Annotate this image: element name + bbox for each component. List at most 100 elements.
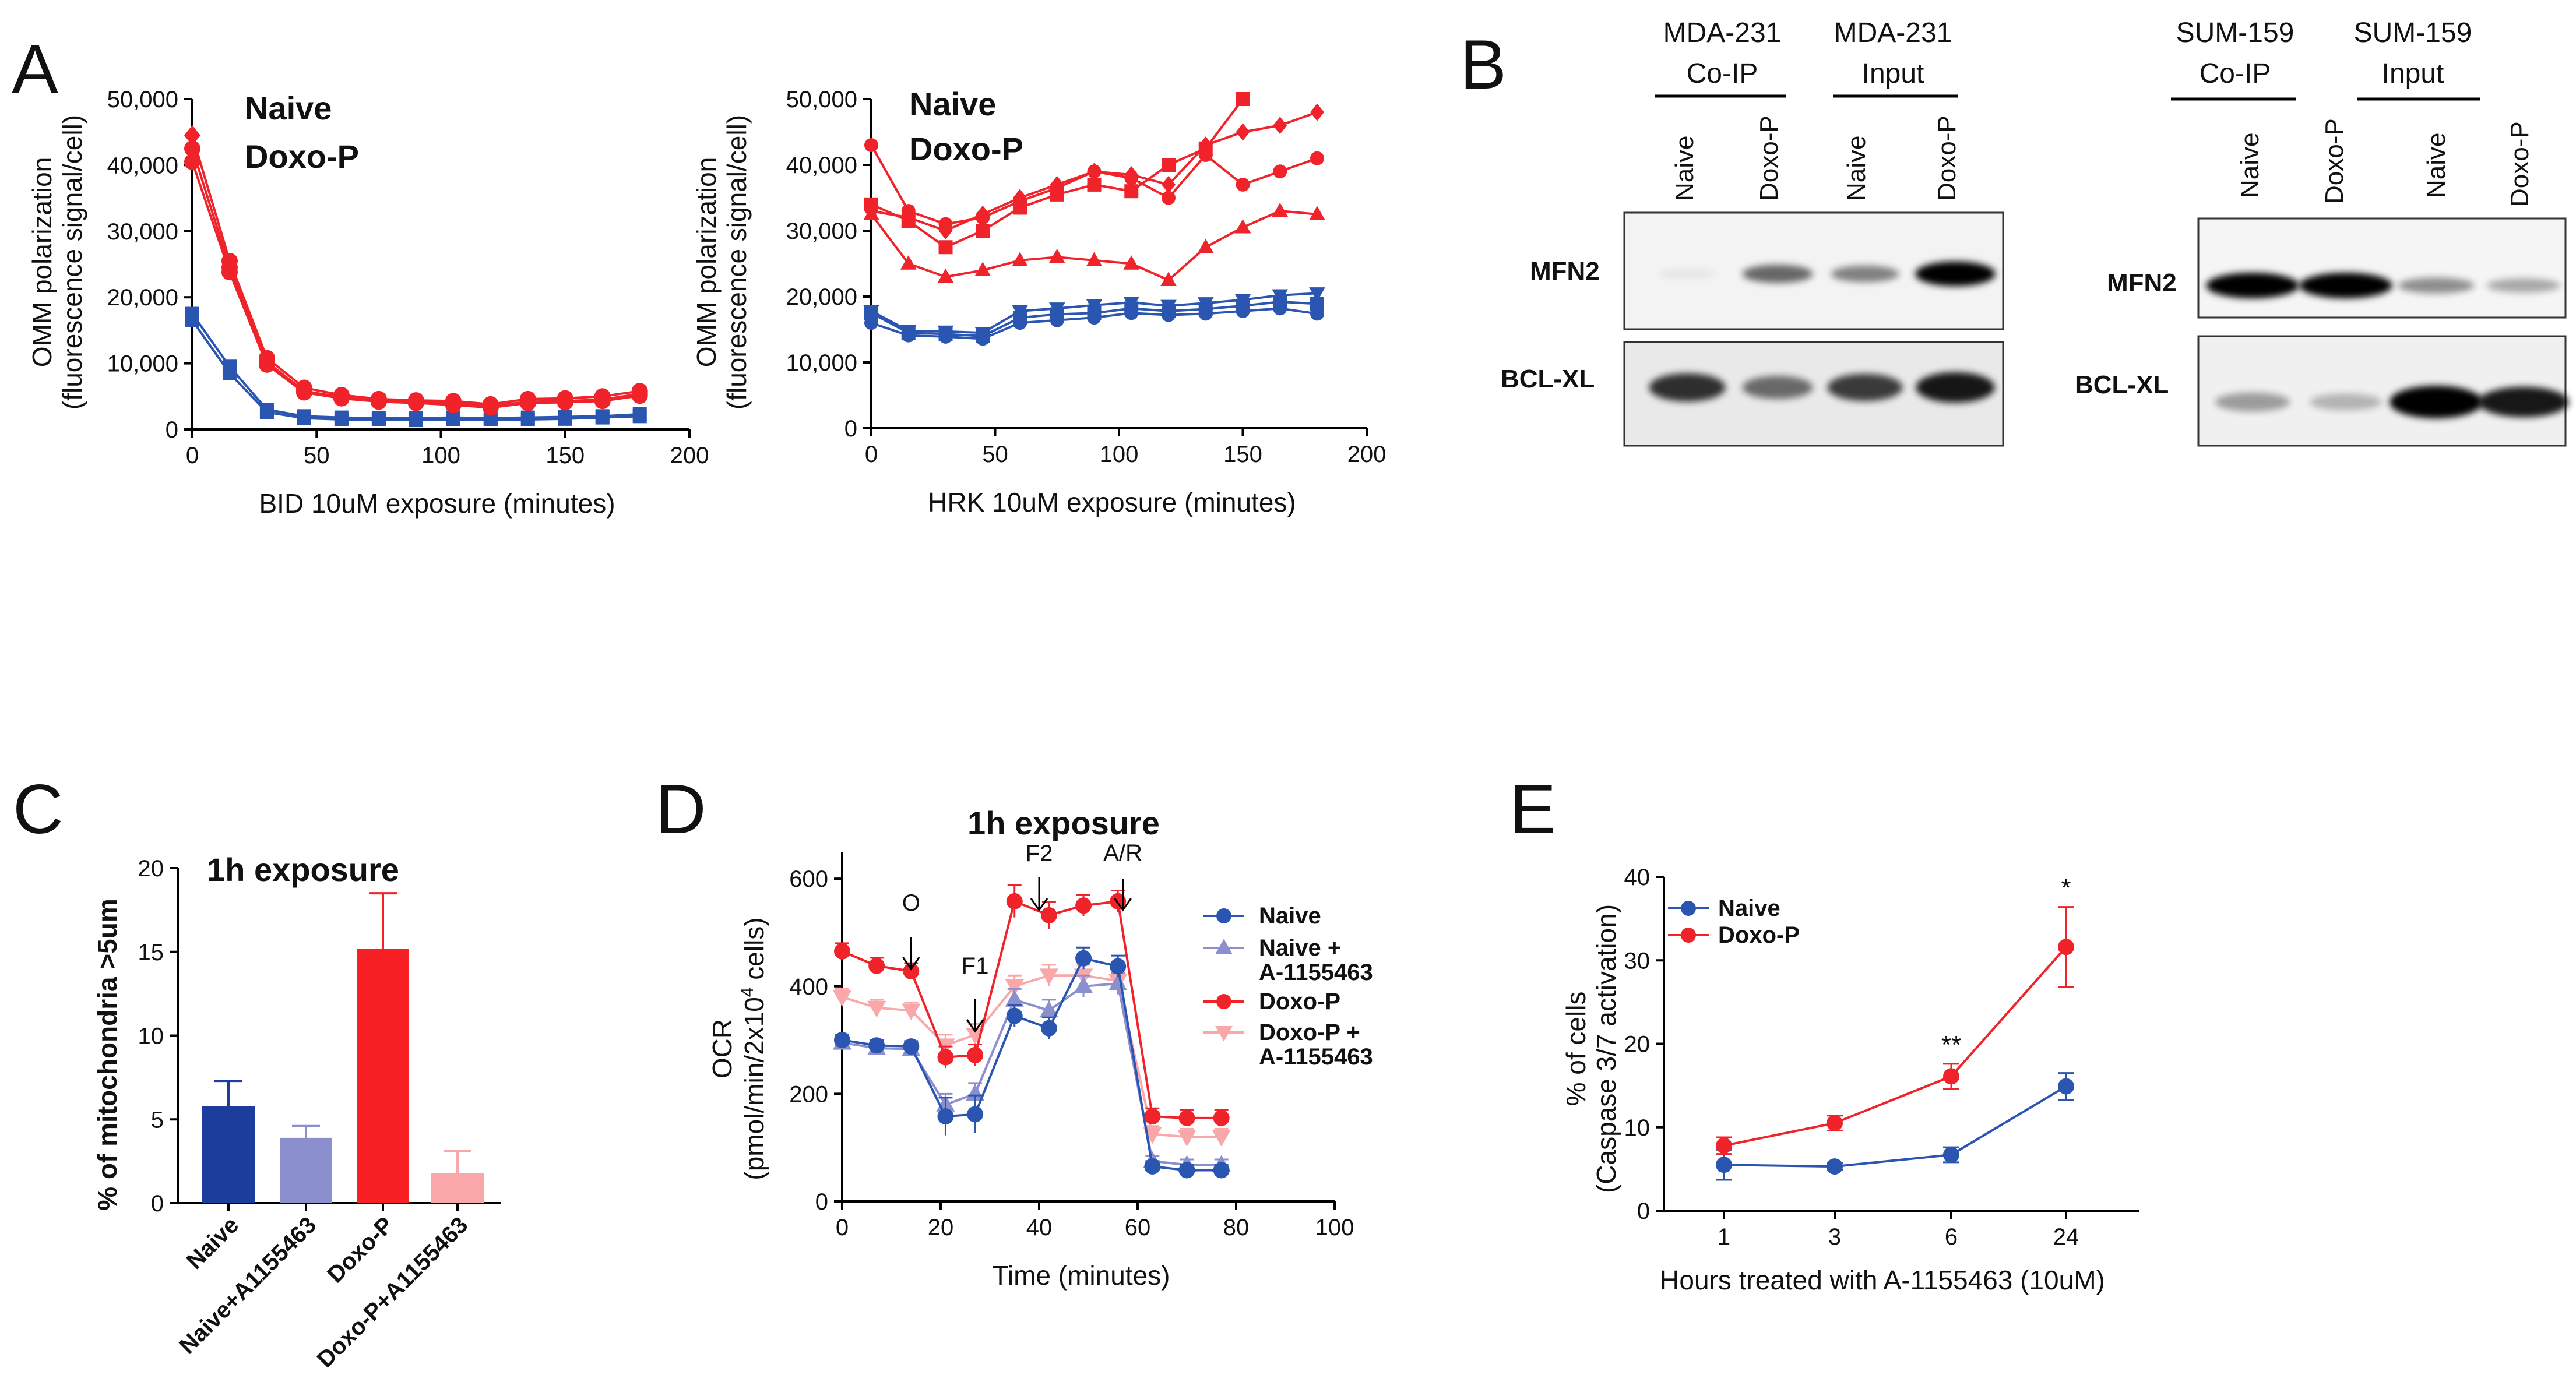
- a-bid-point: [333, 390, 350, 407]
- sum-mfn2-bands: [2206, 273, 2561, 298]
- d-annotation-label: F2: [1026, 841, 1053, 866]
- sum-mfn2-band: [2299, 273, 2392, 298]
- d-point: [1178, 1162, 1195, 1179]
- a-hrk-x-tick-label: 200: [1347, 442, 1386, 467]
- d-point: [1040, 907, 1057, 923]
- a-bid-point: [185, 313, 199, 327]
- d-annotation-arrowhead: [902, 957, 920, 971]
- a-bid-x-tick-label: 150: [546, 443, 585, 468]
- a-bid-point: [221, 264, 238, 281]
- a-hrk-point: [863, 206, 879, 220]
- d-point: [966, 1084, 985, 1101]
- chart-d-title: 1h exposure: [967, 805, 1160, 841]
- a-hrk-x-tick-label: 150: [1223, 442, 1262, 467]
- e-point: [1716, 1137, 1732, 1154]
- c-bar: [202, 1106, 255, 1203]
- a-bid-point: [258, 356, 275, 373]
- a-hrk-point: [1160, 272, 1177, 286]
- e-point: [1827, 1115, 1843, 1131]
- d-point: [1040, 1020, 1057, 1037]
- a-hrk-point: [1162, 308, 1176, 322]
- a-bid-point: [295, 384, 312, 401]
- a-bid-point: [520, 412, 535, 426]
- a-hrk-point: [1087, 311, 1102, 325]
- d-annotation-arrowhead: [1030, 898, 1048, 912]
- sum-mfn2-band: [2486, 278, 2561, 293]
- mda-mfn2-band: [1915, 261, 1996, 287]
- d-point: [1039, 1000, 1058, 1018]
- panel-letter-e: E: [1509, 770, 1556, 848]
- mda-lane-1: Naive: [1670, 136, 1699, 202]
- a-hrk-point: [900, 255, 917, 270]
- a-bid-point: [259, 405, 274, 419]
- y-axis-label-d: (pmol/min/2x104 cells): [738, 917, 769, 1180]
- a-hrk-point: [1013, 316, 1027, 330]
- mda-bclxl-band: [1649, 373, 1726, 402]
- a-hrk-point: [1198, 306, 1213, 321]
- mda-bclxl-label: BCL-XL: [1501, 365, 1595, 393]
- mda-lane-4: Doxo-P: [1933, 115, 1961, 201]
- a-hrk-point: [1124, 165, 1139, 184]
- mda-lane-3: Naive: [1842, 136, 1871, 202]
- chart-d-ocr: 0 20 40 60 80 100 0 200 400 600 O F1 F2 A/R Naive Nai…: [707, 805, 1373, 1291]
- a-hrk-point: [976, 332, 990, 346]
- c-category-label: Doxo-P: [322, 1212, 398, 1288]
- a-hrk-y-tick-label: 30,000: [786, 218, 857, 244]
- d-point: [1075, 950, 1092, 967]
- d-point: [1075, 897, 1092, 914]
- a-hrk-point: [1162, 191, 1176, 205]
- d-point: [1006, 893, 1023, 909]
- a-hrk-x-tick-label: 100: [1100, 442, 1139, 467]
- axes-a-bid: 0 50 100 150 200 0 10,000 20,000 30,000 40,000 50,…: [107, 87, 709, 468]
- a-hrk-y-tick-label: 20,000: [786, 284, 857, 310]
- d-legend-marker: [1215, 939, 1233, 955]
- e-x-tick-label: 24: [2053, 1224, 2079, 1250]
- annotations-d: O F1 F2 A/R: [902, 840, 1142, 1033]
- axes-a-hrk: 0 50 100 150 200 0 10,000 20,000 30,000 40,000 50,…: [786, 87, 1386, 467]
- a-hrk-point: [1124, 306, 1139, 320]
- a-hrk-point: [864, 316, 878, 330]
- d-legend-label: A-1155463: [1259, 960, 1373, 985]
- y-axis-label-d-top: OCR: [707, 1019, 737, 1078]
- a-hrk-y-tick-label: 10,000: [786, 350, 857, 376]
- d-point: [1213, 1162, 1230, 1179]
- axes-d: 0 20 40 60 80 100 0 200 400 600: [789, 852, 1354, 1240]
- d-legend-marker: [1216, 908, 1231, 923]
- a-hrk-point: [1273, 117, 1287, 135]
- a-bid-point: [184, 125, 200, 146]
- a-bid-point: [519, 394, 536, 411]
- mda-mfn2-label: MFN2: [1530, 257, 1600, 285]
- mda-input-line2: Input: [1862, 58, 1924, 89]
- mda-lane-2: Doxo-P: [1755, 115, 1783, 201]
- d-point: [903, 1038, 920, 1055]
- y-axis-label-e-2: (Caspase 3/7 activation): [1591, 904, 1621, 1193]
- d-point: [1144, 1108, 1161, 1125]
- panel-letter-a: A: [12, 30, 58, 108]
- a-bid-point: [631, 387, 648, 404]
- a-hrk-point: [1087, 177, 1102, 192]
- a-bid-y-tick-label: 30,000: [107, 219, 178, 245]
- c-bar: [431, 1173, 484, 1203]
- y-axis-label-a-hrk-1: OMM polarization: [691, 157, 722, 367]
- d-x-tick-label: 0: [836, 1215, 849, 1240]
- mda-bclxl-band: [1742, 376, 1813, 399]
- a-bid-point: [409, 413, 423, 428]
- c-category-label: Naive+A1155463: [174, 1212, 321, 1359]
- d-point: [1213, 1109, 1230, 1126]
- d-series-line: [842, 957, 1222, 1172]
- chart-c-title: 1h exposure: [207, 851, 399, 888]
- sum-bclxl-band: [2478, 386, 2569, 418]
- c-y-tick-label: 20: [138, 856, 164, 882]
- d-point: [967, 1106, 984, 1123]
- c-bar: [280, 1137, 332, 1203]
- d-point: [832, 990, 852, 1007]
- sum-coip-line1: SUM-159: [2176, 17, 2295, 48]
- a-hrk-point: [1198, 141, 1213, 156]
- a-hrk-point: [901, 214, 916, 228]
- d-point: [902, 1003, 921, 1021]
- a-bid-point: [595, 410, 610, 425]
- e-y-tick-label: 40: [1624, 865, 1651, 890]
